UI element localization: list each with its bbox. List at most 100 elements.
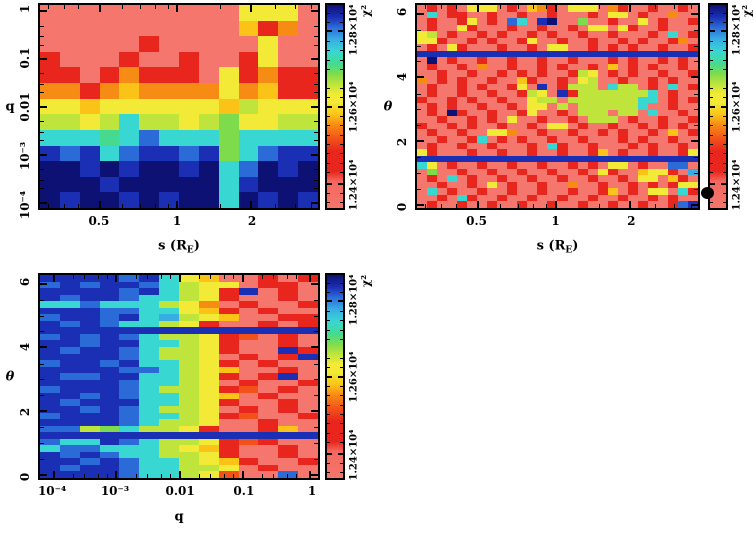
heatmap-cell bbox=[627, 194, 638, 202]
heatmap-cell bbox=[607, 83, 618, 91]
heatmap-cell bbox=[647, 31, 658, 38]
x-minor-tick bbox=[674, 5, 675, 9]
heatmap-cell bbox=[497, 31, 508, 38]
heatmap-cell bbox=[298, 353, 318, 361]
y-minor-tick bbox=[417, 173, 421, 174]
heatmap-cell bbox=[40, 307, 60, 315]
heatmap-cell bbox=[298, 471, 318, 478]
heatmap-cell bbox=[218, 471, 239, 478]
heatmap-cell bbox=[517, 129, 528, 136]
heatmap-cell bbox=[657, 77, 668, 84]
x-minor-tick bbox=[546, 204, 547, 208]
heatmap-cell bbox=[427, 90, 438, 97]
x-minor-tick bbox=[220, 5, 221, 9]
heatmap-cell bbox=[667, 44, 678, 51]
heatmap-cell bbox=[677, 175, 688, 182]
colorbar-minor-tick bbox=[327, 88, 330, 89]
heatmap-cell bbox=[99, 432, 120, 439]
heatmap-cell bbox=[667, 37, 678, 45]
heatmap-cell bbox=[627, 129, 638, 136]
heatmap-cell bbox=[437, 194, 448, 202]
heatmap-cell bbox=[258, 347, 279, 354]
heatmap-cell bbox=[517, 77, 528, 84]
heatmap-cell bbox=[657, 142, 668, 150]
heatmap-cell bbox=[607, 90, 618, 97]
heatmap-cell bbox=[278, 464, 299, 472]
heatmap-cell bbox=[238, 275, 259, 282]
heatmap-cell bbox=[557, 90, 568, 97]
heatmap-cell bbox=[577, 168, 588, 176]
heatmap-cell bbox=[198, 392, 219, 400]
heatmap-cell bbox=[597, 77, 608, 84]
colorbar-major-tick bbox=[338, 183, 343, 185]
heatmap-cell bbox=[477, 175, 488, 182]
y-tick-label: 4 bbox=[395, 72, 409, 82]
heatmap-cell bbox=[198, 340, 219, 348]
heatmap-cell bbox=[437, 24, 448, 32]
heatmap-cell bbox=[278, 445, 299, 452]
heatmap-cell bbox=[179, 405, 199, 413]
heatmap-cell bbox=[278, 347, 299, 354]
heatmap-cell bbox=[477, 129, 488, 136]
heatmap-cell bbox=[198, 327, 219, 334]
heatmap-cell bbox=[139, 36, 160, 52]
heatmap-cell bbox=[457, 103, 468, 110]
y-minor-tick bbox=[694, 157, 698, 158]
heatmap-cell bbox=[238, 145, 259, 162]
y-major-tick bbox=[40, 346, 47, 348]
heatmap-cell bbox=[567, 194, 578, 202]
heatmap-cell bbox=[517, 201, 528, 208]
heatmap-cell bbox=[218, 458, 239, 465]
heatmap-cell bbox=[497, 70, 508, 78]
heatmap-cell bbox=[298, 373, 318, 380]
heatmap-cell bbox=[447, 11, 458, 19]
heatmap-cell bbox=[607, 96, 618, 104]
heatmap-cell bbox=[99, 83, 120, 99]
colorbar-tick-label: 1.26×10⁴ bbox=[731, 80, 743, 133]
heatmap-cell bbox=[179, 438, 199, 446]
heatmap-cell bbox=[647, 155, 658, 163]
colorbar-minor-tick bbox=[340, 414, 343, 415]
heatmap-cell bbox=[637, 70, 648, 78]
heatmap-cell bbox=[417, 44, 428, 51]
heatmap-cell bbox=[487, 129, 498, 136]
heatmap-cell bbox=[179, 373, 199, 380]
heatmap-cell bbox=[527, 201, 538, 208]
heatmap-cell bbox=[258, 451, 279, 459]
heatmap-cell bbox=[457, 162, 468, 169]
heatmap-cell bbox=[59, 445, 80, 452]
heatmap-cell bbox=[238, 445, 259, 452]
heatmap-cell bbox=[517, 18, 528, 25]
heatmap-cell bbox=[507, 201, 518, 208]
heatmap-cell bbox=[527, 109, 538, 117]
heatmap-cell bbox=[667, 175, 678, 182]
heatmap-cell bbox=[617, 70, 628, 78]
x-major-tick bbox=[242, 471, 244, 478]
heatmap-cell bbox=[218, 366, 239, 374]
heatmap-cell bbox=[627, 162, 638, 169]
heatmap-cell bbox=[79, 161, 100, 177]
heatmap-cell bbox=[179, 176, 199, 193]
heatmap-cell bbox=[687, 24, 698, 32]
heatmap-cell bbox=[627, 181, 638, 189]
heatmap-cell bbox=[677, 162, 688, 169]
heatmap-cell bbox=[537, 24, 548, 32]
heatmap-cell bbox=[40, 333, 60, 341]
colorbar-minor-tick bbox=[710, 144, 713, 145]
heatmap-cell bbox=[179, 425, 199, 433]
heatmap-cell bbox=[617, 122, 628, 130]
heatmap-cell bbox=[517, 155, 528, 163]
chi-squared-label: χ² bbox=[740, 4, 754, 18]
heatmap-cell bbox=[298, 445, 318, 452]
y-tick-label: 0.1 bbox=[18, 47, 32, 69]
heatmap-cell bbox=[557, 18, 568, 25]
x-major-tick bbox=[555, 201, 557, 208]
heatmap-cell bbox=[647, 18, 658, 25]
heatmap-cell bbox=[278, 419, 299, 426]
heatmap-cell bbox=[179, 392, 199, 400]
colorbar-minor-tick bbox=[327, 292, 330, 293]
heatmap-cell bbox=[557, 63, 568, 71]
x-minor-tick bbox=[210, 275, 211, 279]
heatmap-cell bbox=[597, 155, 608, 163]
colorbar-minor-tick bbox=[327, 60, 330, 61]
